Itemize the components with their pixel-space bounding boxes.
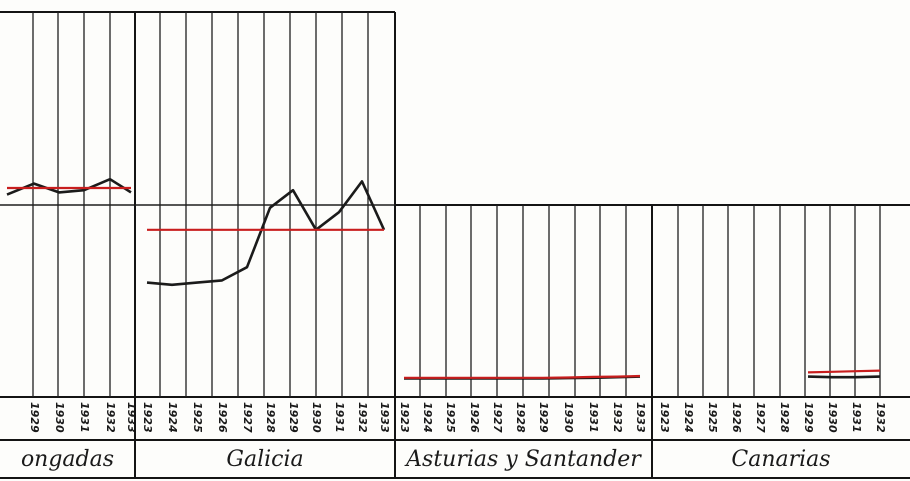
- year-tick-label: 1926: [730, 402, 743, 433]
- year-tick-label: 1927: [241, 402, 254, 433]
- year-tick-label: 1932: [104, 402, 117, 433]
- year-tick-label: 1927: [491, 402, 504, 433]
- year-tick-label: 1924: [682, 402, 695, 433]
- year-tick-label: 1932: [356, 402, 369, 433]
- year-tick-label: 1931: [587, 402, 600, 433]
- year-tick-label: 1926: [468, 402, 481, 433]
- year-tick-label: 1931: [333, 402, 346, 433]
- year-tick-label: 1928: [264, 402, 277, 433]
- year-tick-label: 1924: [421, 402, 434, 433]
- year-tick-label: 1923: [141, 402, 154, 433]
- year-tick-label: 1923: [398, 402, 411, 433]
- year-tick-label: 1931: [850, 402, 863, 433]
- year-tick-label: 1931: [78, 402, 91, 433]
- year-tick-label: 1929: [802, 402, 815, 433]
- year-tick-label: 1932: [874, 402, 887, 433]
- year-tick-label: 1933: [125, 402, 138, 433]
- region-label: ongadas: [21, 447, 114, 472]
- year-tick-label: 1923: [658, 402, 671, 433]
- reference-series-line: [807, 369, 881, 374]
- year-tick-label: 1930: [310, 402, 323, 433]
- data-series-line: [807, 375, 881, 379]
- year-tick-label: 1928: [778, 402, 791, 433]
- year-tick-label: 1929: [287, 402, 300, 433]
- region-label: Canarias: [731, 447, 830, 472]
- region-label: Asturias y Santander: [404, 447, 642, 472]
- year-tick-label: 1925: [706, 402, 719, 433]
- year-tick-label: 1926: [216, 402, 229, 433]
- year-tick-label: 1930: [53, 402, 66, 433]
- year-tick-label: 1925: [444, 402, 457, 433]
- year-tick-label: 1929: [537, 402, 550, 433]
- data-series-line: [146, 180, 386, 287]
- data-series-line: [6, 177, 132, 196]
- year-tick-label: 1928: [514, 402, 527, 433]
- year-tick-label: 1925: [191, 402, 204, 433]
- year-tick-label: 1933: [378, 402, 391, 433]
- year-tick-label: 1930: [562, 402, 575, 433]
- year-tick-label: 1933: [634, 402, 647, 433]
- region-label: Galicia: [226, 447, 303, 472]
- year-tick-label: 1924: [166, 402, 179, 433]
- year-tick-label: 1932: [611, 402, 624, 433]
- reference-series-line: [404, 374, 641, 379]
- year-tick-label: 1927: [754, 402, 767, 433]
- year-tick-label: 1930: [826, 402, 839, 433]
- year-tick-label: 1929: [28, 402, 41, 433]
